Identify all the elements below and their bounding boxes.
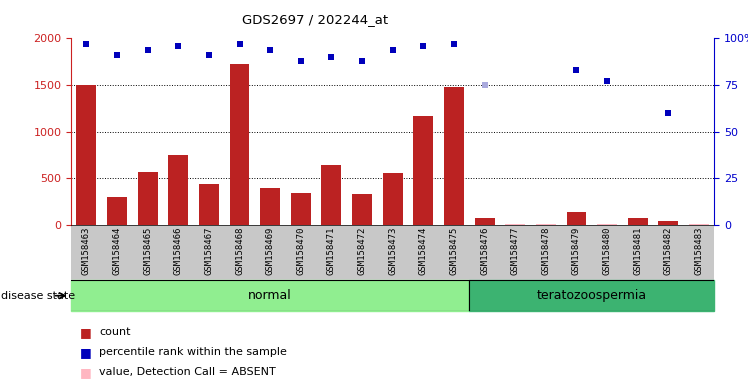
Text: GSM158467: GSM158467	[204, 226, 213, 275]
Text: teratozoospermia: teratozoospermia	[537, 289, 647, 302]
Bar	[566, 212, 586, 225]
Bar	[505, 224, 525, 225]
Text: GDS2697 / 202244_at: GDS2697 / 202244_at	[242, 13, 388, 26]
Bar	[689, 224, 709, 225]
Point	[601, 78, 613, 84]
Bar	[322, 165, 341, 225]
Bar	[469, 280, 714, 311]
Text: GSM158472: GSM158472	[358, 226, 367, 275]
Point	[571, 67, 583, 73]
Text: GSM158463: GSM158463	[82, 226, 91, 275]
Point	[141, 46, 153, 53]
Text: count: count	[99, 327, 131, 337]
Text: GSM158480: GSM158480	[603, 226, 612, 275]
Point	[172, 43, 184, 49]
Point	[295, 58, 307, 64]
Text: normal: normal	[248, 289, 292, 302]
Bar	[444, 87, 464, 225]
Text: GSM158483: GSM158483	[695, 226, 704, 275]
Point	[356, 58, 368, 64]
Point	[80, 41, 92, 47]
Text: percentile rank within the sample: percentile rank within the sample	[99, 347, 287, 357]
Text: GSM158468: GSM158468	[235, 226, 244, 275]
Text: GSM158465: GSM158465	[143, 226, 152, 275]
Bar	[536, 224, 556, 225]
Bar	[628, 218, 648, 225]
Bar	[414, 116, 433, 225]
Text: GSM158470: GSM158470	[296, 226, 305, 275]
Text: GSM158479: GSM158479	[572, 226, 581, 275]
Text: ■: ■	[80, 346, 92, 359]
Point	[479, 82, 491, 88]
Text: GSM158477: GSM158477	[511, 226, 520, 275]
Text: GSM158482: GSM158482	[664, 226, 673, 275]
Text: GSM158471: GSM158471	[327, 226, 336, 275]
Text: GSM158466: GSM158466	[174, 226, 183, 275]
Bar	[71, 280, 469, 311]
Bar	[260, 188, 280, 225]
Text: disease state: disease state	[1, 291, 75, 301]
Text: GSM158476: GSM158476	[480, 226, 489, 275]
Bar	[138, 172, 158, 225]
Bar	[383, 174, 402, 225]
Bar	[230, 65, 250, 225]
Text: GSM158464: GSM158464	[112, 226, 121, 275]
Text: GSM158474: GSM158474	[419, 226, 428, 275]
Point	[663, 110, 675, 116]
Bar	[199, 184, 219, 225]
Text: ■: ■	[80, 366, 92, 379]
Text: GSM158481: GSM158481	[634, 226, 643, 275]
Bar	[76, 85, 96, 225]
Text: GSM158478: GSM158478	[542, 226, 551, 275]
Point	[264, 46, 276, 53]
Bar	[475, 218, 494, 225]
Text: GSM158469: GSM158469	[266, 226, 275, 275]
Text: value, Detection Call = ABSENT: value, Detection Call = ABSENT	[99, 367, 276, 377]
Bar	[107, 197, 127, 225]
Point	[448, 41, 460, 47]
Bar	[168, 155, 188, 225]
Bar	[352, 194, 372, 225]
Text: ■: ■	[80, 326, 92, 339]
Bar	[597, 224, 617, 225]
Point	[325, 54, 337, 60]
Point	[387, 46, 399, 53]
Point	[111, 52, 123, 58]
Bar	[291, 193, 310, 225]
Point	[417, 43, 429, 49]
Text: GSM158473: GSM158473	[388, 226, 397, 275]
Bar	[658, 221, 678, 225]
Text: GSM158475: GSM158475	[450, 226, 459, 275]
Point	[233, 41, 245, 47]
Point	[203, 52, 215, 58]
